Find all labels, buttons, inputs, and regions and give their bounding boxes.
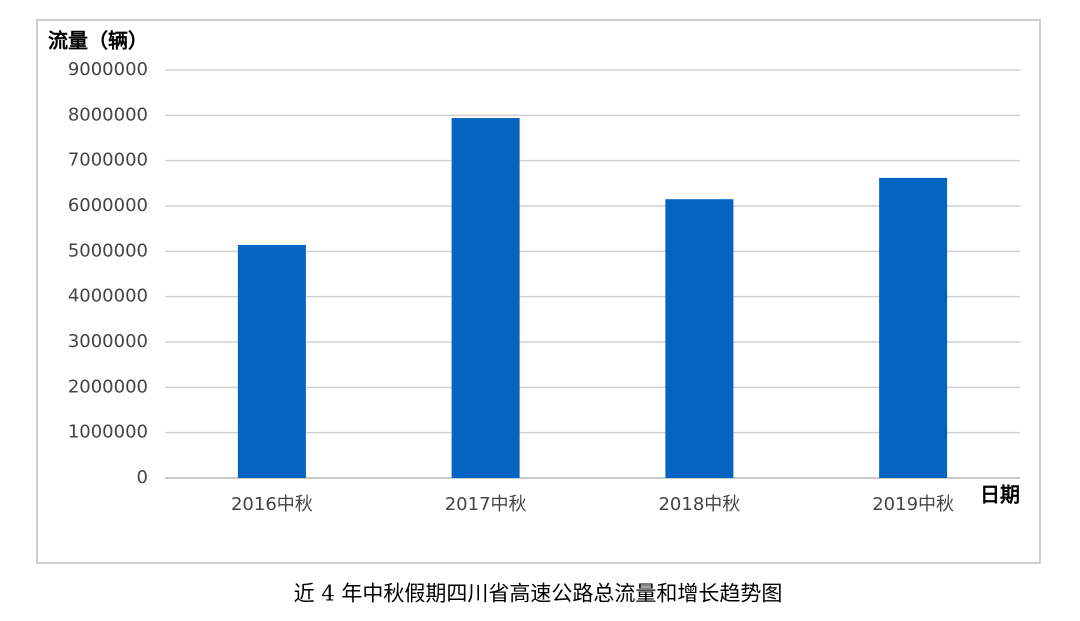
y-tick-label: 3000000 bbox=[68, 331, 148, 352]
y-tick-label: 5000000 bbox=[68, 240, 148, 261]
y-tick-label: 7000000 bbox=[68, 150, 148, 171]
x-tick-label: 2019中秋 bbox=[872, 494, 954, 515]
y-tick-label: 2000000 bbox=[68, 376, 148, 397]
y-tick-label: 9000000 bbox=[68, 59, 148, 80]
y-tick-label: 6000000 bbox=[68, 195, 148, 216]
y-tick-label: 4000000 bbox=[68, 286, 148, 307]
chart-caption: 近 4 年中秋假期四川省高速公路总流量和增长趋势图 bbox=[294, 582, 783, 606]
x-axis-title: 日期 bbox=[980, 483, 1020, 507]
y-tick-label: 1000000 bbox=[68, 422, 148, 443]
y-axis-title: 流量（辆） bbox=[48, 29, 148, 53]
bar bbox=[665, 199, 734, 478]
x-tick-label: 2016中秋 bbox=[231, 494, 313, 515]
y-tick-label: 8000000 bbox=[68, 104, 148, 125]
bar bbox=[237, 244, 306, 478]
y-tick-label: 0 bbox=[137, 467, 148, 488]
x-tick-label: 2017中秋 bbox=[445, 494, 527, 515]
bar bbox=[451, 118, 520, 478]
bar bbox=[879, 177, 948, 479]
x-tick-label: 2018中秋 bbox=[658, 494, 740, 515]
chart-frame bbox=[36, 19, 1041, 564]
